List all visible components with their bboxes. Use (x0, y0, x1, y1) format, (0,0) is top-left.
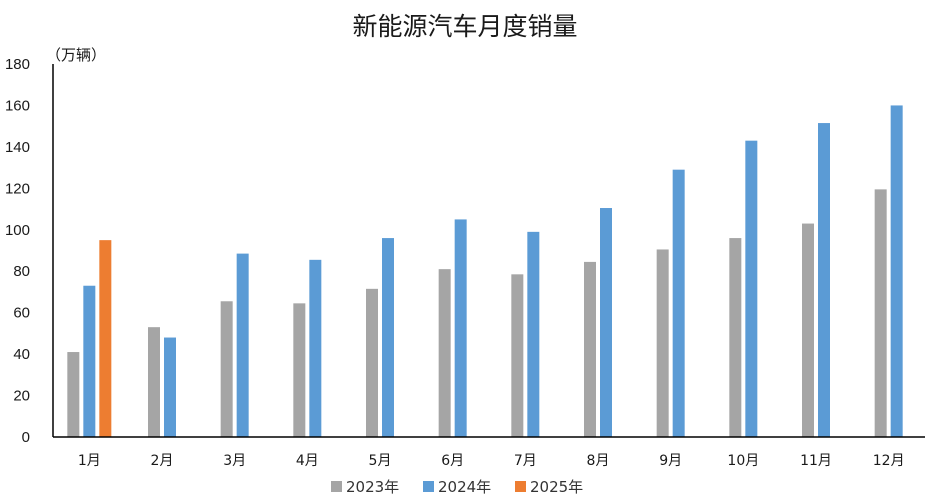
bar-2025年-1月 (99, 240, 112, 437)
x-tick-label: 1月 (78, 453, 101, 469)
y-tick-label: 160 (5, 97, 30, 114)
bar-2024年-2月 (164, 337, 176, 437)
x-tick-label: 2月 (151, 453, 174, 469)
y-tick-label: 80 (13, 263, 30, 280)
legend-swatch-2023年 (331, 481, 342, 492)
legend-swatch-2025年 (515, 481, 526, 492)
y-tick-label: 40 (13, 346, 30, 363)
legend-label: 2025年 (530, 478, 583, 496)
bar-2024年-4月 (309, 259, 322, 437)
y-tick-label: 60 (13, 305, 30, 322)
bar-2024年-5月 (382, 238, 394, 437)
bar-2024年-10月 (745, 140, 758, 438)
legend-label: 2023年 (346, 478, 399, 496)
bar-2023年-8月 (584, 261, 596, 437)
bar-2024年-9月 (672, 169, 685, 437)
bar-2023年-12月 (874, 189, 887, 437)
bars (67, 105, 903, 438)
x-tick-label: 8月 (587, 453, 610, 469)
x-tick-label: 6月 (441, 453, 464, 469)
y-tick-label: 120 (5, 180, 30, 197)
bar-2023年-3月 (220, 301, 233, 437)
bar-2023年-1月 (67, 352, 80, 437)
chart-title: 新能源汽车月度销量 (352, 12, 577, 41)
y-axis-ticks: 0 20 40 60 80 100 120 140 160 180 (5, 56, 30, 446)
x-tick-label: 5月 (369, 453, 392, 469)
x-axis-ticks: 1月 2月 3月 4月 5月 6月 7月 8月 9月 10月 11月 12月 (78, 453, 905, 469)
bar-2023年-4月 (293, 303, 306, 437)
x-tick-label: 9月 (659, 453, 682, 469)
bar-2023年-7月 (511, 274, 524, 437)
x-tick-label: 3月 (223, 453, 246, 469)
y-tick-label: 180 (5, 56, 30, 73)
x-tick-label: 10月 (727, 453, 759, 469)
bar-2023年-9月 (656, 249, 669, 437)
y-tick-label: 20 (13, 388, 30, 405)
bar-2023年-5月 (366, 288, 378, 437)
y-axis-unit-label: （万辆） (46, 46, 106, 64)
bar-2023年-11月 (802, 223, 814, 437)
y-tick-label: 100 (5, 222, 30, 239)
x-tick-label: 4月 (296, 453, 319, 469)
bar-2024年-12月 (890, 105, 903, 437)
x-tick-label: 7月 (514, 453, 537, 469)
bar-2023年-10月 (729, 238, 742, 437)
legend-label: 2024年 (438, 478, 491, 496)
legend: 2023年 2024年 2025年 (331, 478, 583, 496)
bar-2024年-7月 (527, 231, 540, 437)
y-tick-label: 140 (5, 139, 30, 156)
legend-swatch-2024年 (423, 481, 434, 492)
bar-2023年-6月 (438, 269, 451, 437)
bar-2024年-3月 (236, 253, 249, 437)
y-tick-label: 0 (22, 429, 30, 446)
bar-2024年-1月 (83, 285, 96, 437)
bar-2024年-11月 (818, 123, 830, 437)
bar-2024年-6月 (454, 219, 467, 437)
bar-2023年-2月 (148, 327, 160, 437)
x-tick-label: 11月 (800, 453, 832, 469)
bar-2024年-8月 (600, 208, 612, 437)
x-tick-label: 12月 (873, 453, 905, 469)
